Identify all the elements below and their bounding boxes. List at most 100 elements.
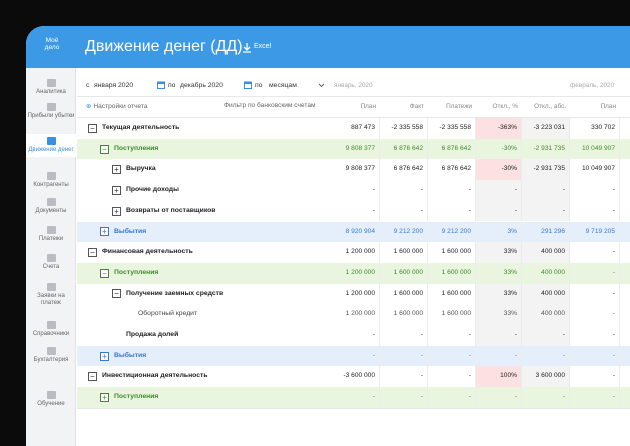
cell: - <box>428 325 476 346</box>
screen: Моё дело Движение денег (ДД) Excel Анали… <box>26 26 630 446</box>
cell: - <box>428 387 476 408</box>
nav-item[interactable]: Обучение <box>26 388 76 411</box>
cell: 6 876 642 <box>428 159 476 181</box>
nav-label: Движение денег <box>28 147 74 153</box>
calendar-icon[interactable] <box>244 81 252 89</box>
toggle[interactable]: − <box>88 123 97 133</box>
cell: -2 931 735 <box>522 138 570 160</box>
nav-item[interactable]: Документы <box>26 195 76 218</box>
row-label: Инвестиционная деятельность <box>102 372 208 380</box>
report-settings[interactable]: ⊕ Настройки отчета <box>86 103 148 110</box>
settings-text: Настройки отчета <box>93 103 148 110</box>
nav-item[interactable]: Контрагенты <box>26 169 76 192</box>
cell: 1 200 000 <box>330 304 380 325</box>
nav-item[interactable]: Бухгалтерия <box>26 344 76 367</box>
page-title: Движение денег (ДД) <box>85 38 243 55</box>
cell: - <box>522 387 570 408</box>
to-select[interactable]: декабрь 2020 <box>180 82 223 89</box>
nav-item[interactable]: Справочники <box>26 318 76 341</box>
nav-icon <box>46 321 56 329</box>
cell <box>620 283 630 305</box>
toggle[interactable]: − <box>112 289 121 299</box>
cell: - <box>522 200 570 222</box>
toggle[interactable]: + <box>100 351 109 361</box>
by-select[interactable]: месяцам <box>269 82 297 89</box>
nav-item[interactable]: Платежи <box>26 223 76 246</box>
cell <box>620 200 630 222</box>
cell: -2 931 735 <box>522 159 570 181</box>
cell: 6 876 642 <box>380 138 428 160</box>
cell: 3 600 000 <box>522 366 570 388</box>
logo[interactable]: Моё дело <box>44 37 60 51</box>
nav-label: Бухгалтерия <box>33 357 69 363</box>
toggle[interactable]: − <box>100 144 109 154</box>
nav-icon <box>46 198 56 206</box>
nav-label: Аналитика <box>36 89 66 95</box>
bank-filter[interactable]: Фильтр по банковским счетам <box>224 102 316 109</box>
cell: 10 049 907 <box>570 159 620 181</box>
cell: -363% <box>476 118 522 139</box>
cell: - <box>380 366 428 388</box>
cell: 291 296 <box>522 221 570 243</box>
export-button[interactable]: Excel <box>254 43 272 50</box>
calendar-icon[interactable] <box>157 81 165 89</box>
cell: 3% <box>476 221 522 243</box>
column-header: План <box>360 103 376 110</box>
period-header: февраль, 2020 <box>570 82 615 89</box>
nav-item[interactable]: Движение денег <box>26 134 76 157</box>
cell: 6 876 642 <box>380 159 428 181</box>
toggle[interactable]: − <box>100 268 109 278</box>
divider <box>77 407 630 409</box>
nav-label: Справочники <box>32 331 70 337</box>
row-label: Поступления <box>114 268 159 276</box>
nav-item[interactable]: Аналитика <box>26 76 76 99</box>
row-label: Прочие доходы <box>126 186 179 194</box>
cell: - <box>428 200 476 222</box>
cell: - <box>330 345 380 367</box>
cell: 8 920 904 <box>330 221 380 243</box>
cell: 1 200 000 <box>330 242 380 263</box>
toggle[interactable]: + <box>112 185 121 195</box>
toggle[interactable]: + <box>100 392 109 402</box>
toggle[interactable]: − <box>88 248 97 257</box>
cell: - <box>476 180 522 201</box>
cell <box>620 180 630 201</box>
cell: - <box>380 200 428 222</box>
cell <box>620 345 630 367</box>
cell: - <box>330 180 380 201</box>
cell: - <box>570 200 620 222</box>
cell: -3 223 031 <box>522 118 570 139</box>
cell: -2 335 558 <box>428 118 476 139</box>
cell: - <box>428 366 476 388</box>
cell: - <box>522 180 570 201</box>
by-label: по <box>255 82 263 89</box>
cell: 1 600 000 <box>380 283 428 305</box>
cell: 1 <box>620 118 630 139</box>
column-header: Откл., абс. <box>534 103 566 110</box>
cell: -30% <box>476 159 522 181</box>
from-select[interactable]: января 2020 <box>94 82 134 89</box>
cell: - <box>570 283 620 305</box>
nav-label: Обучение <box>37 401 65 407</box>
page: Моё дело Движение денег (ДД) Excel Анали… <box>26 26 630 446</box>
nav-item[interactable]: Прибыли убытки <box>26 100 76 123</box>
cell: - <box>522 345 570 367</box>
period-header: январь, 2020 <box>334 82 373 89</box>
nav-item[interactable]: Заявки на платеж <box>26 280 76 310</box>
toggle[interactable]: + <box>112 165 121 175</box>
cell: 100% <box>476 366 522 388</box>
toggle[interactable]: + <box>100 227 109 237</box>
chevron[interactable] <box>318 83 325 88</box>
row-label: Поступления <box>114 144 159 152</box>
cell: 1 600 000 <box>380 242 428 263</box>
cell: - <box>330 387 380 408</box>
cell: - <box>330 325 380 346</box>
toggle[interactable]: − <box>88 372 97 382</box>
nav-label: Контрагенты <box>33 182 69 188</box>
toggle[interactable]: + <box>112 206 121 216</box>
cell: - <box>570 387 620 408</box>
cell: - <box>570 304 620 325</box>
nav-item[interactable]: Счета <box>26 251 76 274</box>
cell: - <box>570 366 620 388</box>
cell: 1 200 000 <box>330 283 380 305</box>
